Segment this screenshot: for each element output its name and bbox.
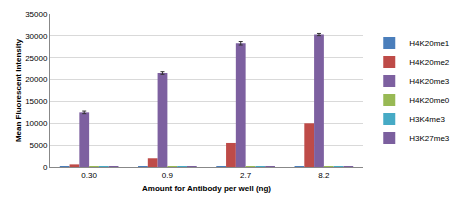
- svg-text:Mean Fluorescent Intensity: Mean Fluorescent Intensity: [14, 38, 23, 142]
- svg-text:0.30: 0.30: [81, 171, 97, 180]
- svg-text:8.2: 8.2: [318, 171, 330, 180]
- svg-text:30000: 30000: [25, 32, 48, 41]
- svg-text:35000: 35000: [25, 10, 48, 19]
- svg-text:H4K20me1: H4K20me1: [409, 39, 450, 48]
- svg-text:H3K27me3: H3K27me3: [409, 134, 450, 143]
- svg-text:H4K20me0: H4K20me0: [409, 96, 450, 105]
- svg-text:H4K20me3: H4K20me3: [409, 77, 450, 86]
- svg-text:25000: 25000: [25, 54, 48, 63]
- svg-text:15000: 15000: [25, 97, 48, 106]
- svg-text:Amount for Antibody per well (: Amount for Antibody per well (ng): [142, 184, 271, 193]
- svg-text:0: 0: [43, 163, 48, 172]
- svg-text:0.9: 0.9: [162, 171, 174, 180]
- svg-text:2.7: 2.7: [240, 171, 252, 180]
- svg-text:H3K4me3: H3K4me3: [409, 115, 445, 124]
- svg-text:10000: 10000: [25, 119, 48, 128]
- svg-text:5000: 5000: [30, 141, 48, 150]
- svg-text:20000: 20000: [25, 75, 48, 84]
- svg-text:H4K20me2: H4K20me2: [409, 58, 450, 67]
